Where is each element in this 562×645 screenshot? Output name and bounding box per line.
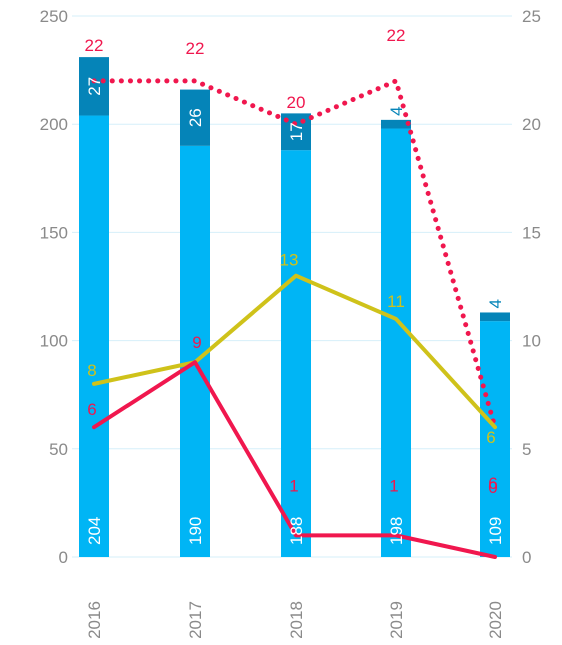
point-label: 11 [387,292,405,311]
y-right-tick-label: 15 [522,223,541,242]
y-left-tick-label: 100 [40,332,68,351]
bar-segment-base [281,150,311,557]
point-label: 0 [488,478,497,497]
lines [91,78,498,559]
point-label: 6 [488,474,497,493]
point-label: 1 [289,476,298,495]
bar-segment-top [480,312,510,322]
x-tick-label: 2019 [387,601,406,639]
x-tick-label: 2020 [486,601,505,639]
bar-base-label: 198 [387,517,406,545]
line-series [92,273,497,430]
point-label: 22 [186,39,205,58]
point-label: 8 [87,361,96,380]
y-left-tick-label: 0 [59,548,68,567]
bar-segment-top [180,89,210,146]
bar-base-label: 190 [186,517,205,545]
line-series [92,360,497,559]
y-right-tick-label: 20 [522,115,541,134]
x-tick-label: 2018 [287,601,306,639]
bar-base-label: 204 [85,517,104,545]
bar-top-label: 17 [287,122,306,141]
bar-top-label: 4 [486,299,505,308]
bar-segment-top [381,119,411,129]
point-label: 6 [87,400,96,419]
point-label: 22 [387,26,406,45]
point-label: 9 [192,333,201,352]
y-right-tick-label: 0 [522,548,531,567]
point-label: 6 [486,428,495,447]
bar-segment-base [79,115,109,557]
line-series [91,78,498,430]
y-left-tick-label: 200 [40,115,68,134]
bar-base-label: 188 [287,517,306,545]
y-right-tick-label: 10 [522,332,541,351]
bar-top-label: 4 [387,106,406,115]
bar-segment-base [381,128,411,557]
bar-segment-top [79,57,109,116]
point-label: 22 [85,36,104,55]
x-tick-label: 2016 [85,601,104,639]
bar-top-label: 26 [186,108,205,127]
point-label: 20 [287,93,306,112]
y-right-tick-label: 5 [522,440,531,459]
point-label: 1 [389,476,398,495]
y-right-tick-label: 25 [522,7,541,26]
bar-top-label: 27 [85,77,104,96]
bar-segment-base [480,321,510,557]
bars [79,57,510,557]
y-left-tick-label: 150 [40,223,68,242]
bar-base-label: 109 [486,517,505,545]
point-label: 13 [280,251,299,270]
x-tick-label: 2017 [186,601,205,639]
y-left-tick-label: 250 [40,7,68,26]
y-left-tick-label: 50 [49,440,68,459]
